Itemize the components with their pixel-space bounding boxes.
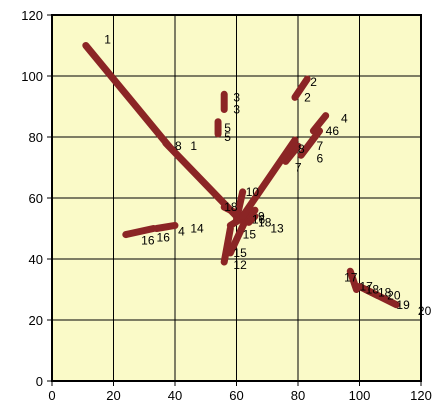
point-label-11: 6 <box>316 151 323 165</box>
y-tick-label-2: 40 <box>29 252 43 267</box>
point-label-12: 7 <box>316 139 323 153</box>
segment-16 <box>122 225 157 239</box>
x-tick-label-3: 60 <box>229 388 243 403</box>
point-label-14: 8 <box>175 139 182 153</box>
point-label-20: 18 <box>258 215 272 229</box>
point-label-32: 20 <box>387 289 401 303</box>
point-label-6: 4 <box>341 112 348 126</box>
segment-15 <box>220 225 234 266</box>
point-label-23: 15 <box>233 246 247 260</box>
point-label-18: 9 <box>258 209 265 223</box>
point-label-28: 17 <box>344 270 358 284</box>
point-label-15: 8 <box>298 142 305 156</box>
point-label-19: 16 <box>252 212 266 226</box>
y-tick-label-3: 60 <box>29 191 43 206</box>
segment-20 <box>368 289 400 309</box>
point-label-10: 5 <box>224 130 231 144</box>
point-label-2: 2 <box>310 75 317 89</box>
x-tick-label-0: 0 <box>48 388 55 403</box>
point-label-7: 4 <box>178 225 185 239</box>
point-label-31: 18 <box>378 286 392 300</box>
point-label-25: 14 <box>190 222 204 236</box>
segments <box>82 42 400 309</box>
point-label-30: 18 <box>366 283 380 297</box>
segment-21 <box>239 136 299 220</box>
segment-2 <box>291 75 311 101</box>
x-axis-ticks: 0 20 40 60 80 100 120 <box>48 381 432 403</box>
point-label-29: 17 <box>360 279 374 293</box>
y-tick-label-1: 20 <box>29 313 43 328</box>
point-label-8: 46 <box>326 124 340 138</box>
segment-17 <box>346 267 360 293</box>
point-label-16: 10 <box>246 185 260 199</box>
point-label-1: 1 <box>190 139 197 153</box>
point-label-34: 20 <box>418 304 432 318</box>
x-tick-label-4: 80 <box>291 388 305 403</box>
point-label-21: 13 <box>270 222 284 236</box>
point-label-0: 1 <box>104 32 111 46</box>
point-label-26: 16 <box>141 234 155 248</box>
point-label-13: 7 <box>295 161 302 175</box>
point-label-27: 16 <box>157 231 171 245</box>
point-label-4: 3 <box>233 90 240 104</box>
segment-1 <box>82 42 173 150</box>
segment-13 <box>245 212 259 226</box>
segment-6 <box>297 127 324 159</box>
point-label-24: 12 <box>233 258 247 272</box>
y-tick-label-5: 100 <box>21 69 43 84</box>
point-label-17: 18 <box>224 200 238 214</box>
x-tick-label-6: 120 <box>410 388 432 403</box>
segment-12 <box>226 209 253 257</box>
y-tick-label-6: 120 <box>21 8 43 23</box>
x-tick-label-2: 40 <box>168 388 182 403</box>
segment-7 <box>282 142 302 165</box>
y-tick-label-0: 0 <box>36 374 43 389</box>
point-label-3: 2 <box>304 90 311 104</box>
x-tick-label-1: 20 <box>106 388 120 403</box>
x-tick-label-5: 100 <box>349 388 371 403</box>
point-label-9: 5 <box>224 121 231 135</box>
segment-4 <box>309 112 330 135</box>
segment-14 <box>153 221 179 232</box>
point-label-33: 19 <box>396 298 410 312</box>
point-label-22: 15 <box>243 228 257 242</box>
y-tick-label-4: 80 <box>29 130 43 145</box>
point-label-5: 3 <box>233 103 240 117</box>
y-axis-ticks: 0 20 40 60 80 100 120 <box>21 8 52 389</box>
